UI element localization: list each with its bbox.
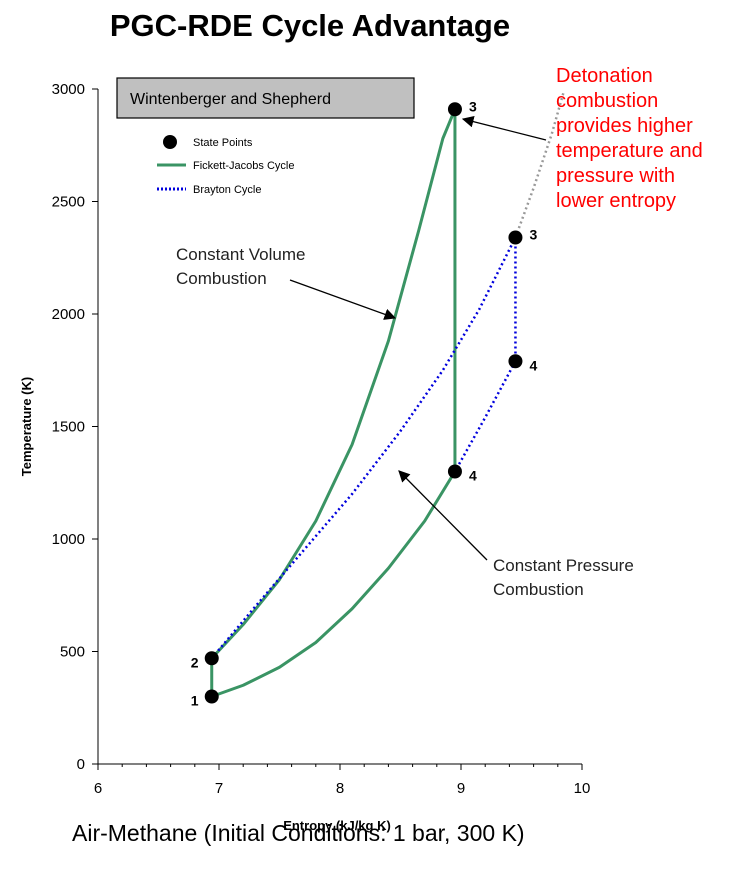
state-point [508,354,523,369]
state-point [204,651,219,666]
state-point [447,464,462,479]
y-axis-title: Temperature (K) [19,377,34,476]
axes-group: 6 7 8 9 10 0 500 1000 1500 2000 2500 3000 Entropy (k… [19,81,590,833]
y-tick-label: 0 [77,756,85,773]
y-tick-label: 2000 [52,306,85,323]
x-tick-label: 9 [457,780,465,797]
chart-title: PGC-RDE Cycle Advantage [109,8,511,43]
annotation-line: combustion [556,90,658,112]
series-line-0 [210,107,457,698]
y-tick-label: 500 [60,644,85,661]
x-tick-label: 7 [215,780,223,797]
state-point-label: 4 [469,468,477,484]
y-tick-label: 2500 [52,194,85,211]
x-tick-label: 8 [336,780,344,797]
x-axis-title: Entropy (kJ/kg K) [283,818,391,833]
series-line-2 [514,90,566,238]
legend-label: Brayton Cycle [193,184,261,196]
y-tick-label: 3000 [52,81,85,98]
annotation-line: Constant Volume [176,245,305,264]
annotation-line: provides higher [556,115,693,137]
series-line-1 [210,236,517,660]
chart-subtitle: Air-Methane (Initial Conditions: 1 bar, … [72,820,525,846]
arrow-constant-volume [289,279,397,320]
state-point [508,230,523,245]
legend-label: State Points [193,137,253,149]
state-point-label: 3 [469,98,477,114]
annotation-line: pressure with [556,165,675,187]
source-box-text: Wintenberger and Shepherd [130,91,331,108]
annotation-line: Combustion [493,580,584,599]
legend-label: Fickett-Jacobs Cycle [193,160,294,172]
state-point [204,689,219,704]
annotation-line: temperature and [556,140,703,162]
state-point-label: 4 [529,357,537,373]
annotation-line: Detonation [556,65,653,87]
annotation-line: lower entropy [556,190,676,212]
annotation-constant-volume: Constant Volume Combustion [176,245,305,288]
annotation-detonation: Detonation combustion provides higher tempe… [556,65,703,212]
state-point [447,102,462,117]
y-tick-label: 1000 [52,531,85,548]
source-box [116,77,415,119]
series-group [210,90,566,698]
state-points-group: 1 2 3 4 3 4 [191,98,538,708]
annotation-line: Combustion [176,269,267,288]
annotation-constant-pressure: Constant Pressure Combustion [493,556,634,599]
legend-marker [163,135,177,149]
arrow-detonation [461,115,547,141]
x-tick-label: 10 [574,780,591,797]
annotation-line: Constant Pressure [493,556,634,575]
state-point-label: 1 [191,693,199,709]
x-tick-label: 6 [94,780,102,797]
state-point-label: 2 [191,654,199,670]
legend: Wintenberger and Shepherd State Points Fic… [116,77,415,196]
arrow-constant-pressure [398,470,488,561]
y-tick-label: 1500 [52,419,85,436]
state-point-label: 3 [529,227,537,243]
